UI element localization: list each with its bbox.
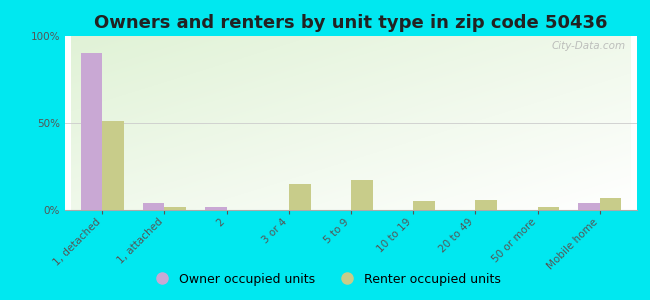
- Bar: [205, 206, 227, 210]
- Bar: [351, 180, 372, 210]
- Legend: Owner occupied units, Renter occupied units: Owner occupied units, Renter occupied un…: [144, 268, 506, 291]
- Bar: [102, 121, 124, 210]
- Bar: [143, 203, 164, 210]
- Text: City-Data.com: City-Data.com: [551, 41, 625, 51]
- Bar: [600, 198, 621, 210]
- Bar: [475, 200, 497, 210]
- Bar: [164, 206, 187, 210]
- Bar: [289, 184, 311, 210]
- Bar: [413, 201, 435, 210]
- Bar: [578, 203, 600, 210]
- Title: Owners and renters by unit type in zip code 50436: Owners and renters by unit type in zip c…: [94, 14, 608, 32]
- Bar: [81, 53, 102, 210]
- Bar: [538, 206, 559, 210]
